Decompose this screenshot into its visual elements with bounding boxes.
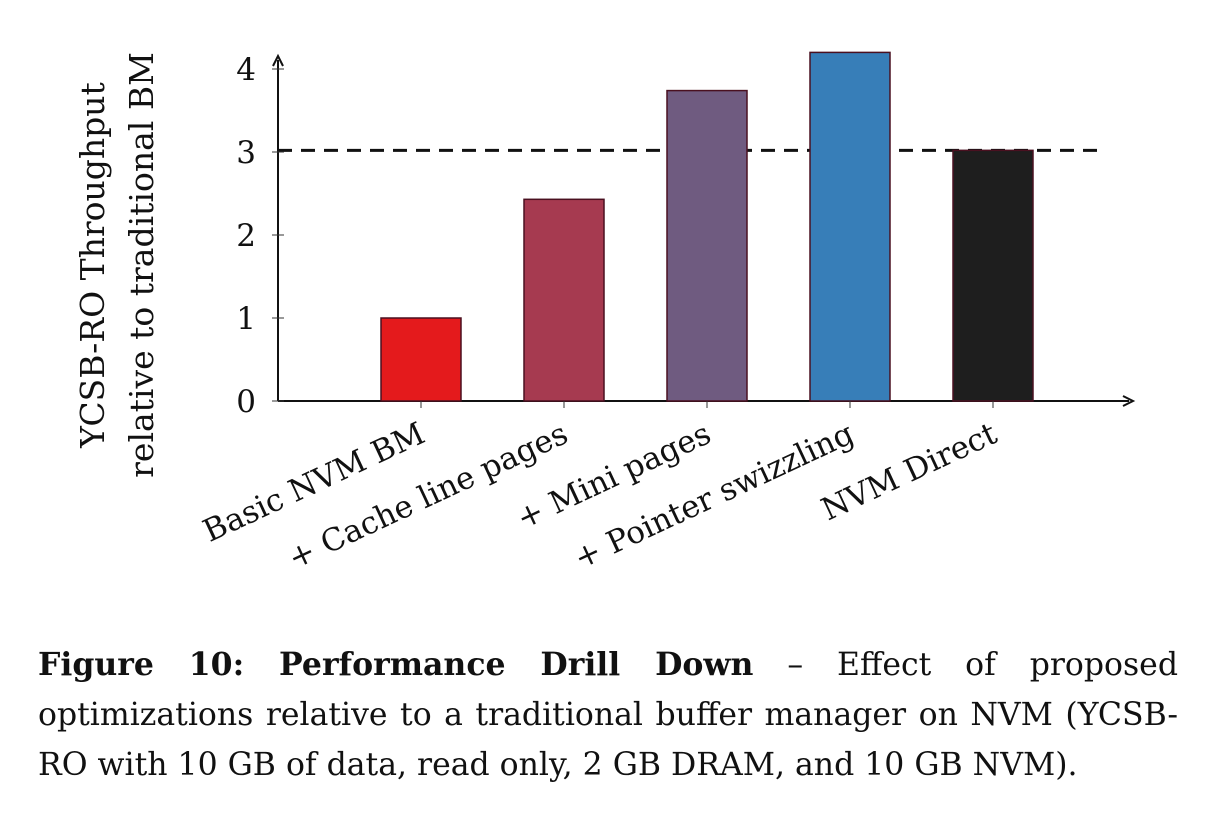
bar-chart: Basic NVM BM+ Cache line pages+ Mini pag…	[73, 51, 1136, 577]
caption-text: – Effect of proposed optimizations relat…	[38, 647, 1178, 783]
bar-2	[666, 89, 748, 402]
y-axis-label-line-0: YCSB-RO Throughput	[73, 82, 112, 449]
y-axis-label-group: YCSB-RO Throughput relative to traditiona…	[73, 52, 161, 478]
y-tick-label-3: 3	[236, 135, 256, 171]
figure-caption: Figure 10: Performance Drill Down – Effe…	[38, 640, 1178, 790]
y-axis-label-line-1: relative to traditional BM	[122, 52, 161, 478]
bar-3	[809, 51, 891, 402]
y-tick-label-2: 2	[236, 218, 256, 254]
bar-0	[380, 317, 462, 402]
y-axis-arrow	[272, 53, 284, 67]
bar-4	[952, 149, 1034, 402]
bar-1	[523, 198, 605, 402]
chart-bars	[380, 51, 1034, 402]
y-tick-label-0: 0	[236, 384, 256, 420]
y-tick-label-1: 1	[236, 301, 256, 337]
y-tick-label-4: 4	[236, 52, 256, 88]
caption-label: Figure 10: Performance Drill Down	[38, 646, 754, 683]
x-axis-arrow	[1122, 395, 1136, 407]
